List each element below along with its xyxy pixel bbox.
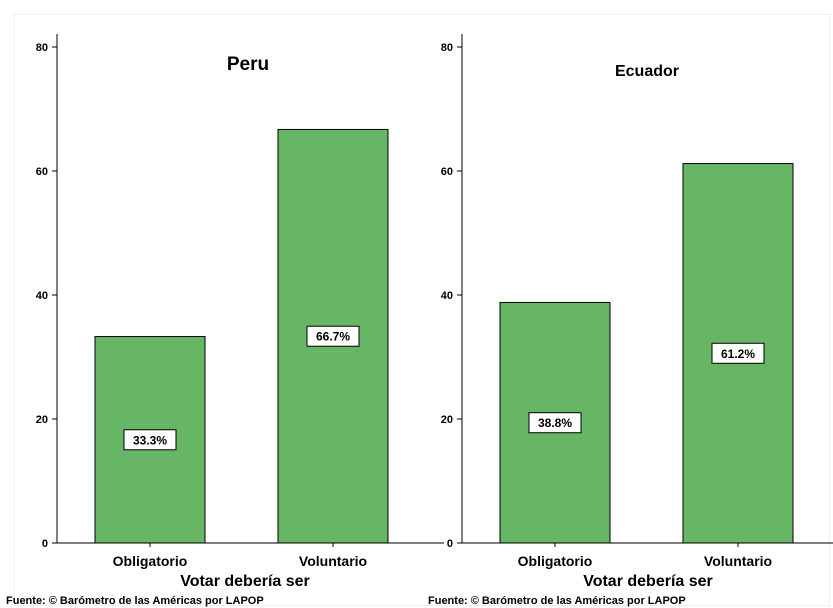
y-tick-label: 40 xyxy=(441,290,453,302)
x-axis-title: Votar debería ser xyxy=(180,573,310,590)
y-tick-label: 80 xyxy=(36,42,48,54)
y-tick-label: 60 xyxy=(441,166,453,178)
y-tick-label: 0 xyxy=(42,538,48,550)
y-tick-label: 20 xyxy=(441,414,453,426)
data-label: 38.8% xyxy=(538,416,572,430)
x-tick-label: Voluntario xyxy=(704,553,772,569)
chart-title: Ecuador xyxy=(615,63,679,80)
x-tick-label: Obligatorio xyxy=(518,553,593,569)
data-label-box xyxy=(528,412,582,434)
data-label: 33.3% xyxy=(133,433,167,447)
data-label: 61.2% xyxy=(721,347,755,361)
x-axis-title: Votar debería ser xyxy=(583,573,713,590)
y-tick-label: 20 xyxy=(36,414,48,426)
y-tick-label: 60 xyxy=(36,166,48,178)
chart-title: Peru xyxy=(227,54,269,75)
y-tick-label: 40 xyxy=(36,290,48,302)
x-tick-label: Voluntario xyxy=(299,553,367,569)
data-label-box xyxy=(123,429,177,451)
data-label-box xyxy=(306,325,360,347)
data-label-box xyxy=(711,342,765,364)
y-tick-label: 0 xyxy=(447,538,453,550)
source-note: Fuente: © Barómetro de las Américas por … xyxy=(428,595,686,607)
source-note: Fuente: © Barómetro de las Américas por … xyxy=(6,595,264,607)
y-tick-label: 80 xyxy=(441,42,453,54)
x-tick-label: Obligatorio xyxy=(113,553,188,569)
data-label: 66.7% xyxy=(316,330,350,344)
